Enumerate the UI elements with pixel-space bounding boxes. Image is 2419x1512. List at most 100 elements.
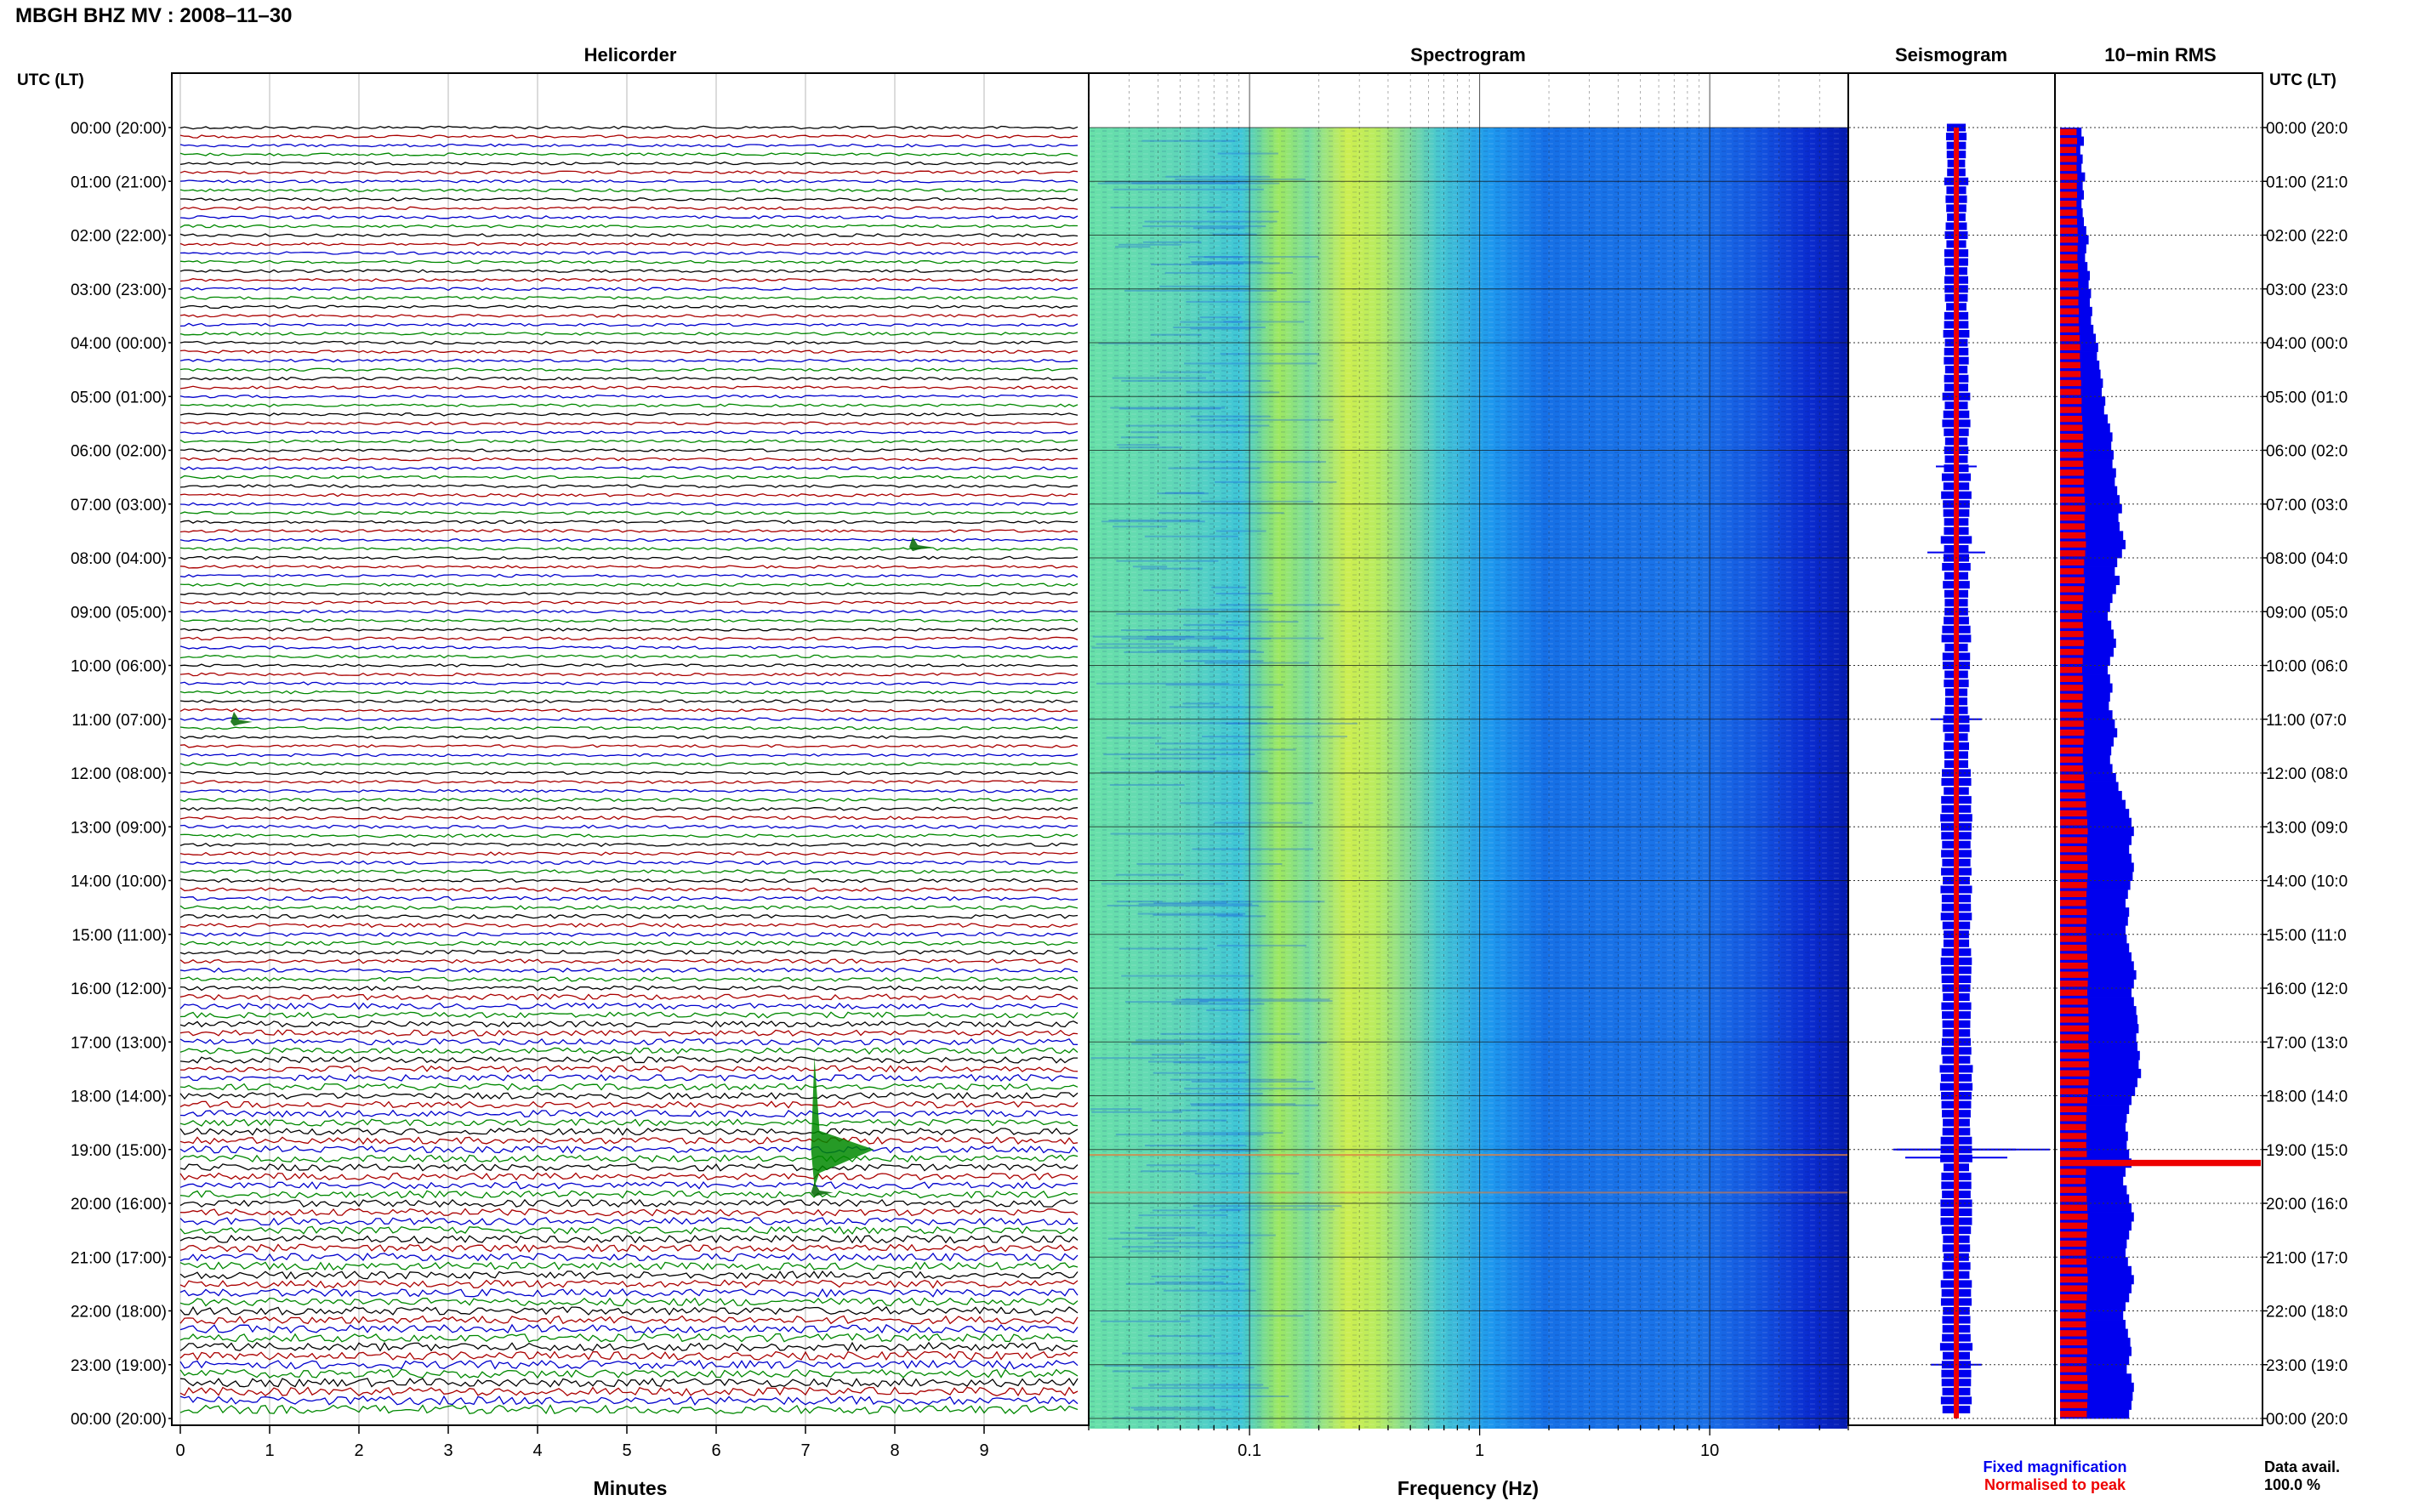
helicorder-trace — [179, 1234, 1079, 1244]
rms-normalised-bar — [2060, 424, 2083, 431]
spectrogram-streak — [1217, 152, 1278, 155]
rms-normalised-bar — [2060, 1151, 2087, 1157]
rms-fixed-bar — [2060, 432, 2113, 442]
hour-gridlines — [1090, 127, 2268, 1419]
helicorder-trace — [179, 1261, 1079, 1271]
rms-fixed-bar — [2060, 423, 2110, 433]
rms-fixed-bar — [2060, 799, 2126, 810]
helicorder-trace — [179, 699, 1079, 703]
helicorder-trace — [179, 628, 1079, 632]
rms-normalised-bar — [2060, 738, 2084, 745]
helicorder-trace — [179, 1341, 1079, 1352]
spectrogram-streak — [1188, 255, 1319, 258]
time-label-right: 09:00 (05:0 — [2266, 604, 2348, 622]
spectrogram-streak — [1157, 492, 1210, 495]
rms-normalised-bar — [2060, 1141, 2086, 1149]
spectrogram-streak — [1164, 1289, 1256, 1292]
time-label-right: 07:00 (03:0 — [2266, 497, 2348, 514]
spectrogram-streak — [1191, 1080, 1313, 1083]
helicorder-trace — [179, 672, 1079, 677]
rms-normalised-bar — [2060, 657, 2083, 664]
rms-normalised-bar — [2060, 1303, 2086, 1310]
spectrogram-streak — [1133, 1408, 1232, 1411]
helicorder-trace — [179, 1011, 1079, 1019]
rms-fixed-bar — [2060, 1131, 2128, 1141]
rms-normalised-bar — [2060, 1285, 2087, 1292]
rms-normalised-bar — [2060, 361, 2080, 369]
spectrogram-streak — [1183, 623, 1249, 626]
rms-normalised-bar — [2060, 1214, 2088, 1220]
helicorder-trace — [180, 376, 1079, 381]
rms-fixed-bar — [2060, 1068, 2142, 1078]
spectrogram-streak — [1150, 333, 1202, 336]
rms-normalised-bar — [2060, 792, 2086, 799]
spectrogram-streak — [1122, 1352, 1243, 1355]
rms-normalised-bar — [2060, 308, 2080, 315]
rms-normalised-bar — [2060, 138, 2077, 145]
spectrogram-streak — [1138, 903, 1253, 906]
helicorder-trace — [179, 681, 1079, 685]
rms-normalised-bar — [2060, 648, 2084, 656]
spectrogram-streak — [1182, 1132, 1283, 1134]
helicorder-trace — [179, 905, 1079, 911]
spectrogram-streak — [1115, 1134, 1264, 1136]
helicorder-trace — [179, 725, 1079, 730]
helicorder-trace — [179, 1225, 1079, 1235]
helicorder-trace — [179, 520, 1079, 525]
rms-fixed-bar — [2060, 692, 2110, 702]
rms-fixed-bar — [2060, 844, 2130, 855]
rms-fixed-bar — [2060, 1283, 2132, 1293]
spectrogram-streak — [1192, 1205, 1342, 1208]
rms-fixed-bar — [2060, 620, 2112, 630]
rms-normalised-bar — [2060, 747, 2083, 754]
spectrogram-streak — [1199, 316, 1242, 319]
time-label-left: 10:00 (06:00) — [71, 658, 167, 676]
rms-fixed-bar — [2060, 477, 2115, 487]
rms-fixed-bar — [2060, 710, 2113, 720]
time-label-right: 21:00 (17:0 — [2266, 1249, 2348, 1267]
utc-label-right: UTC (LT) — [2269, 71, 2336, 89]
rms-fixed-bar — [2060, 736, 2114, 747]
spectrogram-streak — [1223, 321, 1305, 323]
time-label-right: 14:00 (10:0 — [2266, 873, 2348, 891]
rms-fixed-bar — [2060, 961, 2134, 971]
helicorder-trace — [179, 1109, 1079, 1118]
rms-fixed-bar — [2060, 566, 2115, 577]
helicorder-trace — [179, 869, 1079, 874]
helicorder-trace — [179, 878, 1079, 884]
rms-normalised-bar — [2060, 810, 2087, 817]
helicorder-trace — [179, 618, 1079, 623]
helicorder-trace — [179, 314, 1079, 318]
spectrogram-streak — [1187, 649, 1232, 651]
rms-fixed-bar — [2060, 486, 2118, 496]
spectrogram-streak — [1146, 1164, 1221, 1167]
rms-fixed-bar — [2060, 1185, 2127, 1195]
rms-fixed-bar — [2060, 1095, 2132, 1106]
spectrogram-streak — [1136, 1039, 1237, 1042]
spectrogram-streak — [1217, 915, 1266, 918]
helicorder-trace — [179, 788, 1079, 793]
rms-normalised-bar — [2060, 675, 2083, 683]
rms-fixed-bar — [2060, 1328, 2128, 1339]
helicorder-trace — [179, 251, 1079, 255]
spectrogram-streak — [1192, 848, 1313, 850]
rms-normalised-bar — [2060, 1321, 2086, 1328]
spectrogram-streak — [1160, 748, 1296, 751]
helicorder-trace — [179, 1243, 1079, 1253]
rms-fixed-bar — [2060, 1364, 2127, 1374]
time-label-right: 00:00 (20:0 — [2266, 1411, 2348, 1429]
helicorder-trace — [179, 1037, 1079, 1046]
time-label-left: 13:00 (09:00) — [71, 819, 167, 837]
rms-normalised-bar — [2060, 335, 2080, 342]
rms-fixed-bar — [2060, 396, 2106, 406]
spectrogram-streak — [1214, 821, 1303, 824]
helicorder-trace — [179, 744, 1079, 748]
spectrogram-streak — [1204, 256, 1243, 259]
helicorder-trace — [179, 1163, 1079, 1172]
rms-normalised-bar — [2060, 926, 2086, 934]
rms-normalised-bar — [2060, 604, 2083, 611]
helicorder-trace — [179, 958, 1079, 964]
rms-fixed-bar — [2060, 997, 2134, 1007]
spectrogram-streak — [1115, 873, 1184, 876]
helicorder-trace — [179, 197, 1079, 202]
